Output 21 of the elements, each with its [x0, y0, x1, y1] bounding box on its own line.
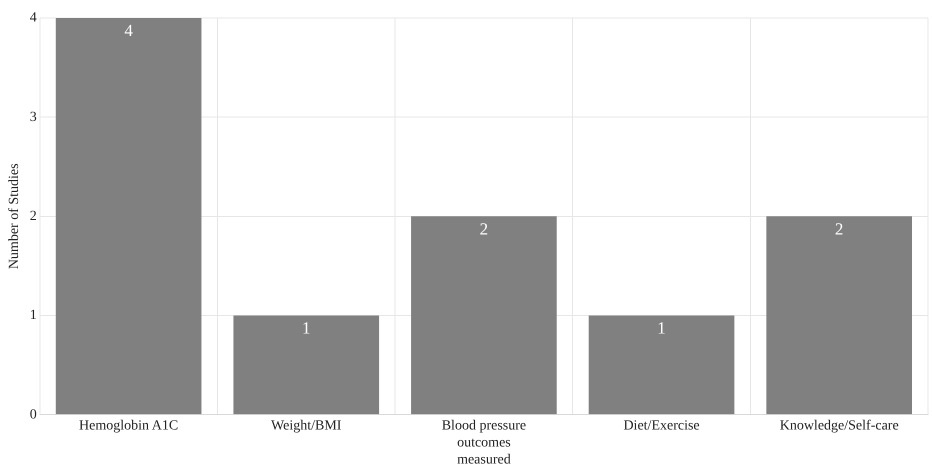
- data-label: 2: [480, 219, 488, 238]
- y-tick-label: 1: [30, 308, 37, 324]
- y-tick-label: 3: [30, 110, 37, 125]
- bar: [233, 315, 380, 414]
- data-label: 2: [834, 219, 844, 238]
- y-tick-label: 0: [30, 407, 37, 422]
- x-tick-label: Knowledge/Self-care: [780, 418, 899, 434]
- bar: [411, 216, 557, 414]
- data-label: 1: [657, 318, 666, 338]
- x-tick-label: Weight/BMI: [271, 418, 342, 434]
- y-tick-label: 4: [30, 10, 37, 26]
- bar: [766, 216, 912, 414]
- bar: [588, 315, 734, 414]
- x-tick-label: Hemoglobin A1C: [79, 418, 178, 434]
- y-axis-title: Number of Studies: [7, 163, 22, 270]
- bar: [56, 18, 202, 414]
- data-label: 1: [302, 318, 311, 338]
- y-tick-label: 2: [30, 208, 37, 224]
- x-tick-label: Blood pressure outcomes measured: [442, 418, 526, 468]
- data-label: 4: [124, 20, 134, 40]
- x-tick-label: Diet/Exercise: [623, 418, 700, 434]
